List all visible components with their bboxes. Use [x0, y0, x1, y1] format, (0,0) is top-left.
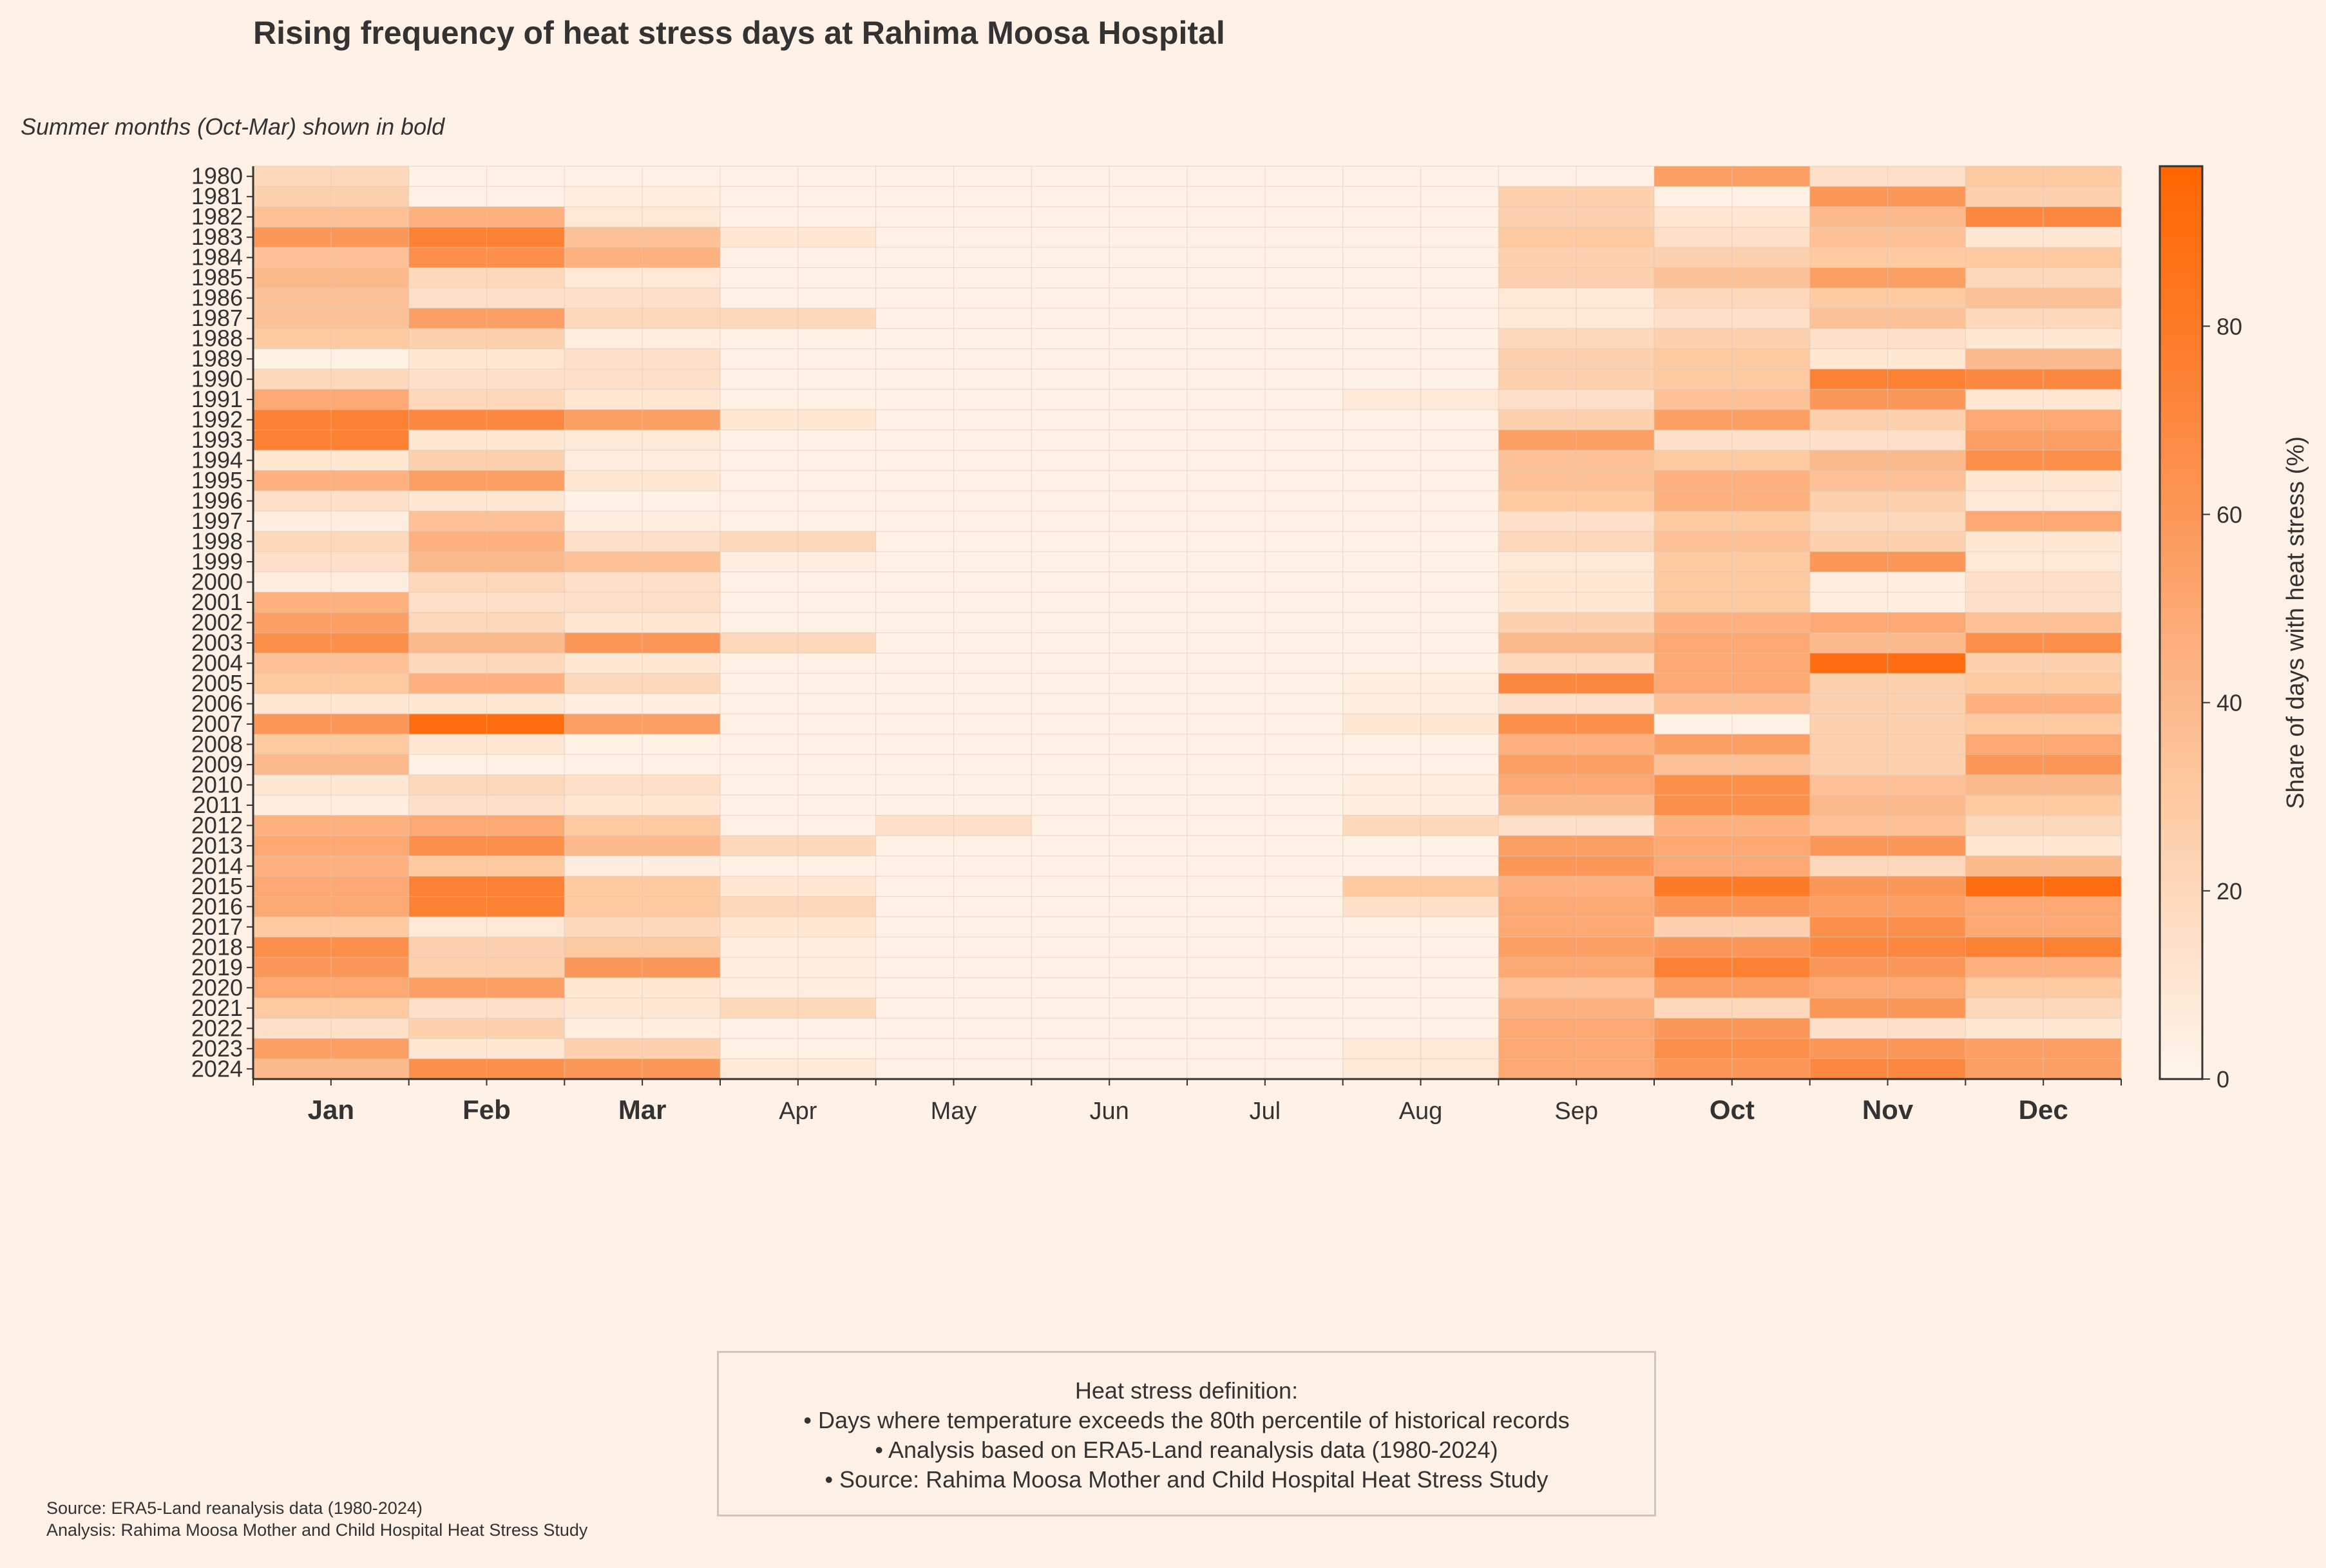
y-tick-label: 2019 [191, 954, 243, 980]
y-tick-label: 1998 [191, 528, 243, 555]
y-tick-label: 1983 [191, 224, 243, 250]
colorbar-tick-label: 20 [2216, 878, 2242, 904]
source-line: Analysis: Rahima Moosa Mother and Child … [46, 1520, 588, 1540]
x-tick-label: Feb [462, 1095, 511, 1125]
y-tick-label: 1994 [191, 447, 243, 473]
colorbar-tick-label: 40 [2216, 690, 2242, 716]
x-tick-labels: Jan Feb Mar Apr May Jun Jul Aug Sep Oct Nov Dec [308, 1095, 2068, 1125]
y-tick-labels: 1980198119821983198419851986198719881989… [191, 163, 243, 1082]
colorbar-tick-label: 0 [2216, 1066, 2229, 1093]
x-tick-label: Jun [1090, 1098, 1129, 1125]
x-tick-label: Apr [779, 1098, 817, 1125]
source-line: Source: ERA5-Land reanalysis data (1980-… [46, 1498, 423, 1518]
x-tick-label: May [931, 1098, 977, 1125]
y-tick-label: 2013 [191, 832, 243, 859]
y-tick-label: 1987 [191, 305, 243, 331]
x-tick-label: Oct [1710, 1095, 1755, 1125]
y-tick-label: 1981 [191, 183, 243, 209]
colorbar-tick-label: 80 [2216, 313, 2242, 339]
colorbar: 0 20 40 60 80 Share of days with heat stress … [2159, 165, 2309, 1093]
x-tick-label: Dec [2019, 1095, 2068, 1125]
info-line: Heat stress definition: [1074, 1377, 1299, 1404]
y-tick-label: 2007 [191, 711, 243, 737]
y-tick-label: 2020 [191, 974, 243, 1000]
y-tick-label: 1988 [191, 325, 243, 352]
colorbar-gradient [2159, 165, 2204, 1080]
y-tick-label: 2002 [191, 609, 243, 636]
heatmap-axes [247, 166, 2122, 1085]
y-tick-label: 1997 [191, 508, 243, 534]
y-tick-label: 1991 [191, 386, 243, 412]
info-line: • Analysis based on ERA5-Land reanalysis… [875, 1437, 1498, 1463]
y-tick-label: 1995 [191, 467, 243, 493]
y-tick-label: 1986 [191, 285, 243, 311]
y-tick-label: 2003 [191, 629, 243, 656]
colorbar-tick-label: 60 [2216, 502, 2242, 528]
y-tick-label: 2023 [191, 1035, 243, 1062]
y-tick-label: 2017 [191, 913, 243, 940]
y-tick-label: 1996 [191, 488, 243, 514]
y-tick-label: 2021 [191, 995, 243, 1021]
y-tick-label: 1990 [191, 366, 243, 392]
y-tick-label: 2022 [191, 1015, 243, 1041]
y-tick-label: 2008 [191, 731, 243, 757]
y-tick-label: 1985 [191, 264, 243, 291]
y-tick-label: 2006 [191, 690, 243, 716]
x-tick-label: Jul [1250, 1098, 1281, 1125]
x-tick-label: Jan [308, 1095, 354, 1125]
source-note: Source: ERA5-Land reanalysis data (1980-… [46, 1497, 587, 1541]
y-tick-label: 2018 [191, 933, 243, 960]
chart-title: Rising frequency of heat stress days at … [253, 15, 1225, 51]
y-tick-label: 1989 [191, 345, 243, 372]
y-tick-label: 2024 [191, 1055, 243, 1082]
x-tick-label: Aug [1399, 1098, 1443, 1125]
y-tick-label: 2001 [191, 589, 243, 615]
heat-stress-definition-box: Heat stress definition: • Days where tem… [717, 1351, 1656, 1516]
y-tick-label: 1982 [191, 204, 243, 230]
x-tick-label: Sep [1554, 1098, 1598, 1125]
y-tick-label: 1992 [191, 406, 243, 433]
y-tick-label: 1993 [191, 426, 243, 453]
x-tick-label: Nov [1862, 1095, 1914, 1125]
y-tick-label: 2011 [193, 792, 243, 818]
info-line: • Source: Rahima Moosa Mother and Child … [825, 1466, 1549, 1493]
y-tick-label: 2009 [191, 751, 243, 778]
y-tick-label: 2005 [191, 670, 243, 696]
y-tick-label: 2014 [191, 852, 243, 879]
colorbar-label: Share of days with heat stress (%) [2282, 436, 2309, 809]
chart-subtitle: Summer months (Oct-Mar) shown in bold [21, 113, 445, 140]
y-tick-label: 2010 [191, 771, 243, 798]
y-tick-label: 2015 [191, 873, 243, 899]
x-tick-label: Mar [618, 1095, 667, 1125]
y-tick-label: 1984 [191, 244, 243, 271]
y-tick-label: 2012 [191, 812, 243, 838]
y-tick-label: 2016 [191, 893, 243, 919]
y-tick-label: 2000 [191, 569, 243, 595]
y-tick-label: 2004 [191, 649, 243, 676]
y-tick-label: 1980 [191, 163, 243, 189]
info-line: • Days where temperature exceeds the 80t… [803, 1407, 1570, 1433]
y-tick-label: 1999 [191, 548, 243, 575]
